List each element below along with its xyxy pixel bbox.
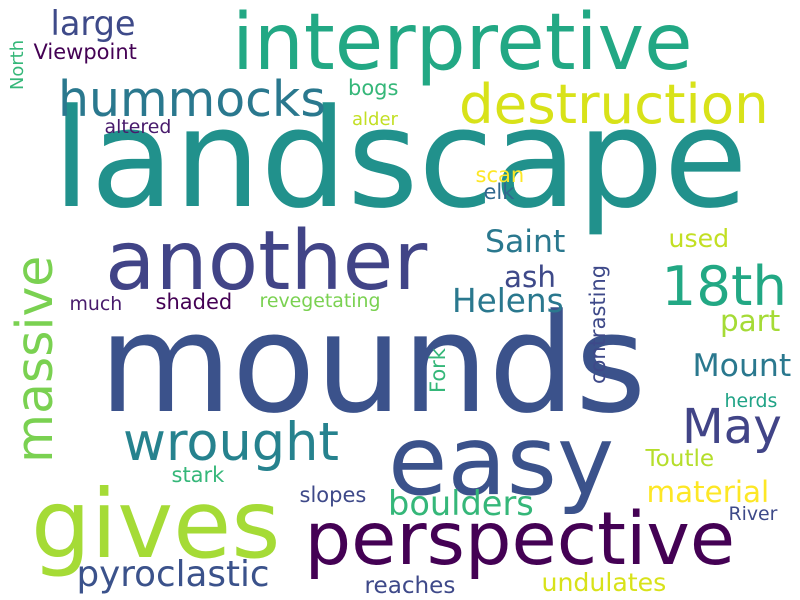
word-may: May [682,399,782,455]
word-saint: Saint [485,224,566,260]
word-landscape: landscape [52,79,748,239]
word-18th: 18th [661,253,787,318]
word-interpretive: interpretive [232,0,693,88]
word-contrasting: contrasting [586,264,610,384]
word-destruction: destruction [459,71,769,136]
word-toutle: Toutle [645,445,715,472]
word-pyroclastic: pyroclastic [76,554,270,595]
word-fork: Fork [426,347,450,393]
word-scan: scan [475,162,525,187]
word-north: North [7,39,28,90]
word-hummocks: hummocks [58,70,326,128]
word-massive: massive [5,255,64,463]
word-part: part [720,303,781,338]
word-perspective: perspective [304,497,736,582]
word-viewpoint: Viewpoint [33,39,137,64]
word-easy: easy [388,403,615,517]
word-gives: gives [31,469,281,580]
word-mount: Mount [692,348,792,384]
word-alder: alder [352,109,398,130]
word-river: River [728,502,778,525]
word-wrought: wrought [123,411,339,473]
word-mounds: mounds [99,284,647,444]
word-ash: ash [504,259,556,294]
word-boulders: boulders [388,484,534,523]
word-material: material [646,474,770,509]
word-herds: herds [724,389,778,412]
word-elk: elk [483,179,515,204]
word-large: large [50,4,136,43]
word-slopes: slopes [299,482,367,507]
word-used: used [668,223,730,253]
word-altered: altered [104,115,172,138]
word-another: another [105,214,428,309]
word-helens: Helens [452,281,564,320]
word-shaded: shaded [155,289,233,314]
word-much: much [69,292,123,315]
word-stark: stark [171,462,225,487]
word-revegetating: revegetating [259,289,381,312]
word-bogs: bogs [348,75,399,100]
word-reaches: reaches [364,572,456,599]
word-undulates: undulates [541,567,667,597]
